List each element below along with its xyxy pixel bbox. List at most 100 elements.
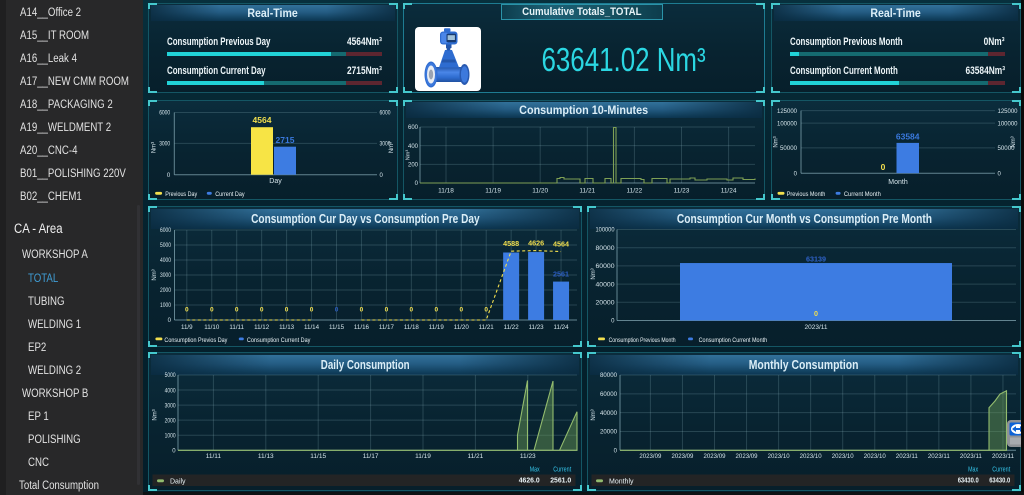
svg-text:Consumption Current Month: Consumption Current Month (699, 337, 768, 344)
svg-text:2023/10: 2023/10 (864, 453, 886, 460)
svg-text:0: 0 (172, 449, 176, 455)
svg-text:11/14: 11/14 (304, 324, 320, 331)
svg-text:2023/09: 2023/09 (736, 453, 758, 460)
svg-text:11/12: 11/12 (254, 324, 270, 331)
svg-text:2000: 2000 (160, 288, 172, 294)
svg-text:4564: 4564 (253, 115, 272, 125)
svg-text:11/24: 11/24 (721, 188, 737, 195)
svg-text:0: 0 (614, 449, 618, 455)
svg-text:11/20: 11/20 (532, 188, 548, 195)
svg-text:11/10: 11/10 (204, 324, 220, 331)
svg-text:0: 0 (794, 171, 798, 177)
svg-text:Nm³: Nm³ (591, 409, 597, 420)
svg-text:Current Month: Current Month (844, 191, 881, 198)
svg-text:5000: 5000 (165, 373, 177, 379)
svg-text:3000: 3000 (159, 142, 171, 148)
svg-text:63139: 63139 (806, 255, 826, 264)
svg-text:Previous Day: Previous Day (165, 191, 198, 198)
svg-text:Nm³: Nm³ (389, 142, 395, 153)
svg-text:11/9: 11/9 (181, 324, 193, 331)
svg-text:0: 0 (380, 173, 384, 179)
svg-text:6000: 6000 (159, 111, 171, 117)
svg-text:0: 0 (434, 307, 438, 314)
svg-text:4000: 4000 (160, 258, 172, 264)
svg-text:11/15: 11/15 (310, 453, 326, 460)
svg-text:Current: Current (553, 467, 571, 474)
svg-text:2023/11: 2023/11 (928, 453, 950, 460)
svg-text:Max: Max (530, 467, 540, 474)
svg-text:11/11: 11/11 (206, 453, 222, 460)
svg-text:Nm³: Nm³ (152, 142, 158, 153)
svg-text:0: 0 (235, 307, 239, 314)
svg-text:20000: 20000 (596, 301, 616, 307)
svg-text:20000: 20000 (600, 430, 618, 436)
svg-text:11/17: 11/17 (379, 324, 395, 331)
svg-text:80000: 80000 (596, 246, 616, 252)
svg-text:0: 0 (611, 319, 615, 325)
svg-text:2023/11: 2023/11 (992, 453, 1014, 460)
svg-text:125000: 125000 (998, 109, 1019, 115)
svg-text:0: 0 (335, 307, 339, 314)
svg-text:11/21: 11/21 (468, 453, 484, 460)
svg-text:Current Day: Current Day (215, 191, 245, 198)
svg-text:11/21: 11/21 (579, 188, 595, 195)
svg-text:1000: 1000 (160, 303, 172, 309)
svg-text:Day: Day (269, 178, 282, 185)
svg-text:11/23: 11/23 (520, 453, 536, 460)
svg-text:2561.0: 2561.0 (550, 477, 571, 484)
svg-text:11/19: 11/19 (415, 453, 431, 460)
svg-text:0: 0 (881, 162, 886, 172)
svg-text:100000: 100000 (998, 121, 1019, 127)
svg-text:0: 0 (415, 181, 419, 187)
svg-text:6000: 6000 (160, 228, 172, 234)
svg-text:11/17: 11/17 (363, 453, 379, 460)
svg-text:0: 0 (167, 173, 171, 179)
svg-text:4626: 4626 (528, 239, 544, 248)
svg-text:100000: 100000 (777, 121, 798, 127)
svg-text:Nm³: Nm³ (406, 150, 412, 161)
svg-text:2715: 2715 (276, 135, 295, 145)
svg-text:0: 0 (285, 307, 289, 314)
svg-text:4000: 4000 (165, 388, 177, 394)
svg-text:0: 0 (484, 307, 488, 314)
svg-text:50000: 50000 (780, 146, 798, 152)
svg-text:63584: 63584 (896, 132, 920, 142)
svg-text:Daily: Daily (170, 479, 186, 486)
svg-text:11/23: 11/23 (674, 188, 690, 195)
svg-text:2023/09: 2023/09 (704, 453, 726, 460)
svg-text:11/19: 11/19 (485, 188, 501, 195)
svg-text:0: 0 (410, 307, 414, 314)
svg-text:11/20: 11/20 (454, 324, 470, 331)
svg-text:125000: 125000 (777, 109, 798, 115)
svg-text:63430.0: 63430.0 (958, 477, 979, 484)
svg-text:0: 0 (998, 171, 1002, 177)
svg-text:5000: 5000 (160, 243, 172, 249)
svg-text:3000: 3000 (165, 403, 177, 409)
svg-text:Previous Month: Previous Month (787, 191, 826, 198)
svg-text:0: 0 (185, 307, 189, 314)
svg-text:0: 0 (814, 309, 818, 318)
svg-text:200: 200 (408, 163, 419, 169)
svg-text:11/18: 11/18 (404, 324, 420, 331)
svg-text:11/24: 11/24 (554, 324, 570, 331)
svg-text:2023/11: 2023/11 (804, 324, 827, 331)
svg-text:2023/10: 2023/10 (800, 453, 822, 460)
svg-text:40000: 40000 (600, 411, 618, 417)
svg-text:80000: 80000 (600, 373, 618, 379)
svg-text:2000: 2000 (165, 418, 177, 424)
svg-text:0: 0 (310, 307, 314, 314)
svg-text:4564: 4564 (553, 240, 569, 249)
svg-text:11/19: 11/19 (429, 324, 445, 331)
svg-text:60000: 60000 (600, 392, 618, 398)
svg-text:Consumption Current Day: Consumption Current Day (247, 337, 311, 344)
svg-text:11/22: 11/22 (504, 324, 520, 331)
svg-text:Nm³: Nm³ (1011, 136, 1017, 147)
svg-text:11/13: 11/13 (279, 324, 295, 331)
svg-text:11/22: 11/22 (627, 188, 643, 195)
svg-text:11/21: 11/21 (479, 324, 495, 331)
svg-text:Month: Month (888, 179, 908, 186)
svg-text:4588: 4588 (503, 239, 519, 248)
svg-text:Max: Max (968, 467, 978, 474)
svg-text:Consumption Previous Month: Consumption Previous Month (609, 337, 676, 344)
svg-text:1000: 1000 (165, 433, 177, 439)
